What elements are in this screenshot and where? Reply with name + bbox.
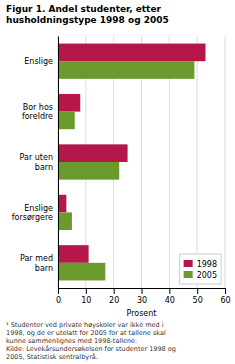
grid <box>58 36 225 288</box>
x-tick-label: 60 <box>220 296 230 305</box>
y-tick: Enslige <box>24 57 58 66</box>
text-line: Par uten <box>20 153 53 162</box>
x-tick-mark <box>169 288 170 294</box>
bar <box>58 44 206 62</box>
text-line: Figur 1. Andel studenter, etter <box>6 4 162 14</box>
footnote: ¹ Studenter ved private høyskoler var ik… <box>6 321 176 361</box>
legend-label: 2005 <box>197 271 217 280</box>
x-tick-label: 40 <box>165 296 175 305</box>
grid-line <box>225 36 226 288</box>
x-tick-label: 20 <box>109 296 119 305</box>
y-tick-label: Par utenbarn <box>20 153 53 172</box>
bar <box>58 162 119 180</box>
x-tick-mark <box>197 288 198 294</box>
title: Figur 1. Andel studenter, etterhusholdni… <box>6 4 169 25</box>
x-tick: 30 <box>137 288 147 305</box>
y-axis: EnsligeBor hosforeldrePar utenbarnEnslig… <box>12 37 59 289</box>
grid-line <box>58 36 59 288</box>
x-axis: 0 10 20 30 40 50 60 <box>56 288 231 305</box>
bar <box>58 112 75 130</box>
y-tick: Ensligeforsørgere <box>12 204 58 223</box>
y-tick-label: Par medbarn <box>20 254 53 272</box>
bar <box>58 195 66 213</box>
y-tick-label: Enslige <box>24 57 53 66</box>
grid-line <box>197 36 198 288</box>
chart-container: Figur 1. Andel studenter, etterhusholdni… <box>0 0 235 364</box>
bars <box>58 44 206 281</box>
bar <box>58 212 72 230</box>
legend-label: 1998 <box>197 260 217 269</box>
x-tick: 40 <box>165 288 175 305</box>
text-line: Par med <box>20 254 53 263</box>
text-line: barn <box>35 163 53 172</box>
y-tick-label: Bor hosforeldre <box>22 103 53 122</box>
bar <box>58 94 80 112</box>
legend: 1998 2005 <box>180 254 221 284</box>
text-line: Bor hos <box>23 103 53 112</box>
chart: Figur 1. Andel studenter, etterhusholdni… <box>0 0 235 364</box>
y-tick: Par medbarn <box>20 254 58 272</box>
y-axis-line <box>58 37 59 289</box>
x-axis-line <box>59 289 226 295</box>
text-line: Enslige <box>24 57 53 66</box>
text-line: husholdningstype 1998 og 2005 <box>6 15 169 25</box>
legend-box <box>180 254 221 284</box>
text-line: Kilde: Levekårsundersøkelsen for student… <box>6 345 176 353</box>
text-line: foreldre <box>22 112 53 121</box>
series <box>58 44 206 263</box>
x-tick: 50 <box>193 288 203 305</box>
x-tick-mark <box>86 288 87 294</box>
x-tick-mark <box>142 288 143 294</box>
x-tick-label: 50 <box>193 296 203 305</box>
text-line: ¹ Studenter ved private høyskoler var ik… <box>6 321 164 329</box>
x-tick: 20 <box>109 288 119 305</box>
bar <box>58 144 128 162</box>
x-tick-mark <box>114 288 115 294</box>
y-tick: Bor hosforeldre <box>22 103 58 122</box>
legend-swatch <box>184 271 193 278</box>
text-line: 1998, og de er utelatt for 2005 for at t… <box>6 329 166 337</box>
bar <box>58 245 89 263</box>
y-tick-label: Ensligeforsørgere <box>12 204 53 223</box>
series <box>58 61 194 280</box>
x-tick-mark <box>225 288 226 294</box>
legend-swatch <box>184 260 193 267</box>
text-line: Enslige <box>24 204 53 213</box>
text-line: forsørgere <box>12 213 53 222</box>
x-tick-label: 30 <box>137 296 147 305</box>
bar <box>58 61 194 79</box>
x-tick: 10 <box>81 288 91 305</box>
plot: 0 10 20 30 40 50 60 Prosent Enslige Bor hosforeld… <box>12 36 231 318</box>
bar <box>58 263 105 281</box>
y-tick: Par utenbarn <box>20 153 58 172</box>
x-tick-mark <box>58 288 59 294</box>
text-line: 2005, Statistisk sentralbyrå. <box>6 353 98 361</box>
text-line: barn <box>35 264 53 273</box>
x-axis-title: Prosent <box>127 309 157 318</box>
x-tick: 0 <box>56 288 61 305</box>
text-line: kunne sammenlignes med 1998-tallene. <box>6 337 137 345</box>
x-tick-label: 10 <box>81 296 91 305</box>
x-tick-label: 0 <box>56 296 61 305</box>
x-tick: 60 <box>220 288 230 305</box>
